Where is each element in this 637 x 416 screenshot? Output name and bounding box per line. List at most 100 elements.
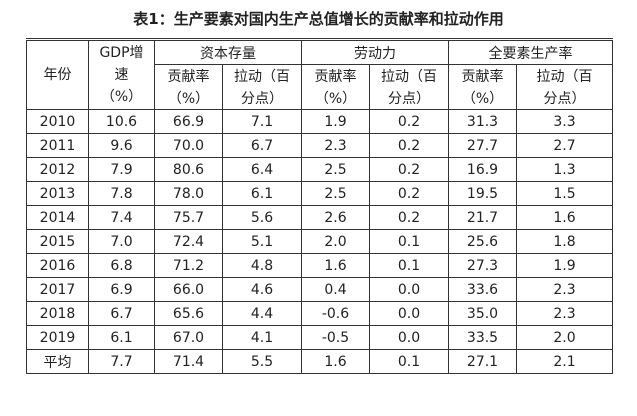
cell-gdp-growth: 7.9 <box>88 157 155 182</box>
cell-tfp-contrib: 27.1 <box>448 349 517 374</box>
year-header-label: 年份 <box>43 67 72 83</box>
cell-tfp-pull: 1.9 <box>516 253 613 278</box>
table-title: 表1：生产要素对国内生产总值增长的贡献率和拉动作用 <box>133 10 504 28</box>
cell-labor-pull: 0.2 <box>369 157 449 182</box>
cell-labor-pull: 0.1 <box>369 349 449 374</box>
cell-labor-contrib: -0.6 <box>301 301 370 326</box>
cell-gdp-growth: 6.7 <box>88 301 155 326</box>
cell-labor-pull: 0.0 <box>369 301 449 326</box>
cell-labor-pull: 0.1 <box>369 253 449 278</box>
cell-gdp-growth: 7.7 <box>88 349 155 374</box>
cell-year: 2018 <box>26 301 89 326</box>
cell-tfp-contrib: 35.0 <box>448 301 517 326</box>
tfp-contrib-unit: （%） <box>448 87 517 110</box>
cell-labor-pull: 0.1 <box>369 229 449 254</box>
cell-labor-pull: 0.2 <box>369 205 449 230</box>
cell-gdp-growth: 6.9 <box>88 277 155 302</box>
cell-capital-contrib: 70.0 <box>154 133 223 158</box>
gdp-header-line2: 速 <box>114 67 129 83</box>
cell-gdp-growth: 6.1 <box>88 325 155 350</box>
cell-tfp-pull: 2.1 <box>516 349 613 374</box>
cell-year: 2017 <box>26 277 89 302</box>
year-column-header: 年份 <box>26 39 89 110</box>
table-row: 2011 9.6 70.0 6.7 2.3 0.2 27.7 2.7 <box>26 133 613 158</box>
cell-capital-contrib: 72.4 <box>154 229 223 254</box>
cell-tfp-pull: 1.3 <box>516 157 613 182</box>
cell-capital-contrib: 65.6 <box>154 301 223 326</box>
header-row-sub-2: （%） 分点） （%） 分点） （%） 分点） <box>27 87 613 110</box>
gdp-header-line1: GDP增 <box>99 45 144 61</box>
cell-capital-pull: 5.1 <box>222 229 302 254</box>
cell-year: 2010 <box>26 109 89 134</box>
cell-capital-contrib: 71.4 <box>154 349 223 374</box>
cell-gdp-growth: 7.0 <box>88 229 155 254</box>
table-row: 2010 10.6 66.9 7.1 1.9 0.2 31.3 3.3 <box>26 109 613 134</box>
cell-capital-pull: 5.6 <box>222 205 302 230</box>
cell-labor-pull: 0.0 <box>369 325 449 350</box>
cell-labor-pull: 0.0 <box>369 277 449 302</box>
labor-pull-header: 拉动（百 <box>369 64 449 87</box>
tfp-contrib-header: 贡献率 <box>448 64 517 87</box>
cell-labor-contrib: 2.5 <box>301 157 370 182</box>
cell-gdp-growth: 7.4 <box>88 205 155 230</box>
cell-labor-contrib: 2.0 <box>301 229 370 254</box>
cell-capital-contrib: 66.0 <box>154 277 223 302</box>
cell-capital-pull: 7.1 <box>222 109 302 134</box>
table-row: 2018 6.7 65.6 4.4 -0.6 0.0 35.0 2.3 <box>26 301 613 326</box>
cell-tfp-contrib: 21.7 <box>448 205 517 230</box>
cell-labor-contrib: 2.3 <box>301 133 370 158</box>
cell-labor-contrib: 1.6 <box>301 253 370 278</box>
cell-year: 2019 <box>26 325 89 350</box>
cell-capital-contrib: 67.0 <box>154 325 223 350</box>
cell-tfp-contrib: 31.3 <box>448 109 517 134</box>
contribution-table: 年份 GDP增 速 （%） 资本存量 劳动力 全要素生产率 贡献率 拉动（百 贡… <box>26 38 613 374</box>
cell-tfp-contrib: 27.7 <box>448 133 517 158</box>
table-row: 2014 7.4 75.7 5.6 2.6 0.2 21.7 1.6 <box>26 205 613 230</box>
cell-tfp-contrib: 33.5 <box>448 325 517 350</box>
cell-labor-pull: 0.2 <box>369 181 449 206</box>
cell-capital-pull: 5.5 <box>222 349 302 374</box>
header-row-groups: 年份 GDP增 速 （%） 资本存量 劳动力 全要素生产率 <box>26 39 613 110</box>
table-row: 2015 7.0 72.4 5.1 2.0 0.1 25.6 1.8 <box>26 229 613 254</box>
cell-tfp-contrib: 33.6 <box>448 277 517 302</box>
cell-capital-contrib: 78.0 <box>154 181 223 206</box>
cell-tfp-contrib: 16.9 <box>448 157 517 182</box>
cell-year: 2015 <box>26 229 89 254</box>
header-row-sub-1: 贡献率 拉动（百 贡献率 拉动（百 贡献率 拉动（百 <box>27 64 613 87</box>
average-row: 平均 7.7 71.4 5.5 1.6 0.1 27.1 2.1 <box>26 349 613 374</box>
cell-tfp-pull: 1.6 <box>516 205 613 230</box>
cell-capital-contrib: 66.9 <box>154 109 223 134</box>
table-row: 2019 6.1 67.0 4.1 -0.5 0.0 33.5 2.0 <box>26 325 613 350</box>
cell-gdp-growth: 7.8 <box>88 181 155 206</box>
cell-capital-contrib: 80.6 <box>154 157 223 182</box>
cell-tfp-contrib: 19.5 <box>448 181 517 206</box>
labor-pull-unit: 分点） <box>369 87 449 110</box>
capital-contrib-header: 贡献率 <box>154 64 223 87</box>
cell-year: 2016 <box>26 253 89 278</box>
cell-capital-pull: 4.6 <box>222 277 302 302</box>
table-body: 2010 10.6 66.9 7.1 1.9 0.2 31.3 3.3 2011… <box>26 109 613 374</box>
cell-capital-pull: 4.8 <box>222 253 302 278</box>
cell-year: 2011 <box>26 133 89 158</box>
cell-labor-contrib: 2.6 <box>301 205 370 230</box>
cell-tfp-pull: 2.0 <box>516 325 613 350</box>
cell-capital-contrib: 75.7 <box>154 205 223 230</box>
table-row: 2012 7.9 80.6 6.4 2.5 0.2 16.9 1.3 <box>26 157 613 182</box>
labor-group-header: 劳动力 <box>301 39 449 65</box>
cell-capital-pull: 6.7 <box>222 133 302 158</box>
capital-group-header: 资本存量 <box>154 39 302 65</box>
cell-year: 平均 <box>26 349 89 374</box>
cell-labor-contrib: 1.9 <box>301 109 370 134</box>
labor-contrib-header: 贡献率 <box>301 64 370 87</box>
cell-year: 2012 <box>26 157 89 182</box>
tfp-pull-unit: 分点） <box>516 87 613 110</box>
cell-labor-contrib: 0.4 <box>301 277 370 302</box>
cell-tfp-contrib: 27.3 <box>448 253 517 278</box>
cell-labor-contrib: -0.5 <box>301 325 370 350</box>
cell-tfp-contrib: 25.6 <box>448 229 517 254</box>
cell-tfp-pull: 2.7 <box>516 133 613 158</box>
capital-pull-header: 拉动（百 <box>222 64 302 87</box>
labor-contrib-unit: （%） <box>301 87 370 110</box>
cell-labor-contrib: 2.5 <box>301 181 370 206</box>
